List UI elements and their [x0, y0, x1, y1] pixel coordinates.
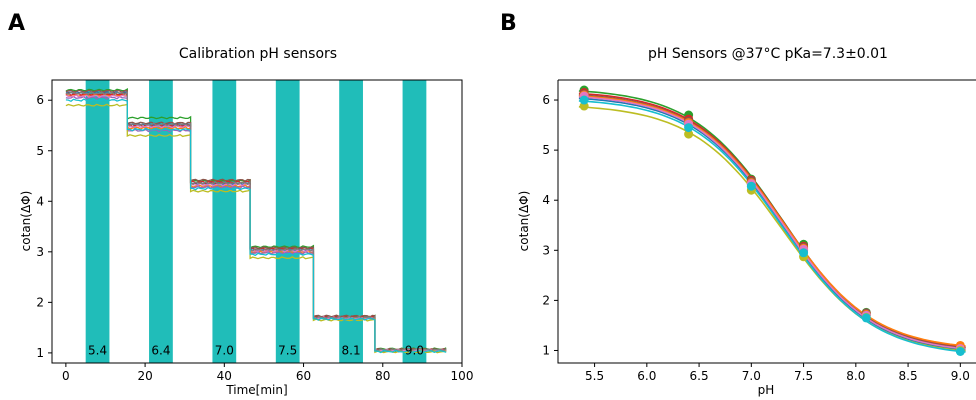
fit-curve-5 [578, 96, 966, 350]
sensor-trace-3 [65, 92, 447, 352]
ph-band-label-5: 9.0 [405, 343, 424, 357]
data-point [955, 346, 965, 356]
fit-curve-4 [578, 97, 966, 351]
y-tick-label: 5 [36, 144, 44, 158]
sensor-trace-2 [65, 87, 447, 351]
ph-band-label-1: 6.4 [151, 343, 170, 357]
sensor-trace-4 [65, 95, 447, 353]
panel-letter-b: B [500, 11, 517, 36]
chart-b-y-ticks: 1 2 3 4 5 6 [542, 93, 558, 357]
data-point [684, 129, 694, 139]
ph-band-label-0: 5.4 [88, 343, 107, 357]
x-tick-label: 6.0 [637, 369, 656, 383]
y-tick-label: 2 [542, 293, 550, 307]
y-tick-label: 3 [542, 243, 550, 257]
chart-b-x-ticks: 5.5 6.0 6.5 7.0 7.5 8.0 8.5 9.0 [585, 363, 970, 383]
sensor-trace-6 [65, 94, 447, 353]
y-tick-label: 4 [542, 193, 550, 207]
chart-a-bands [85, 80, 427, 363]
ph-band-0 [85, 80, 110, 363]
ph-band-1 [149, 80, 173, 363]
sensor-trace-1 [65, 93, 447, 353]
x-tick-label: 7.0 [742, 369, 761, 383]
y-tick-label: 3 [36, 245, 44, 259]
x-tick-label: 60 [296, 369, 311, 383]
y-tick-label: 2 [36, 295, 44, 309]
chart-b-points [579, 85, 965, 356]
ph-band-label-2: 7.0 [215, 343, 234, 357]
x-tick-label: 8.5 [899, 369, 918, 383]
data-point [799, 248, 809, 258]
x-tick-label: 6.5 [690, 369, 709, 383]
y-tick-label: 6 [36, 93, 44, 107]
data-point [579, 95, 589, 105]
panel-letter-a: A [8, 11, 25, 36]
chart-b-frame [557, 80, 976, 364]
ph-band-4 [339, 80, 363, 363]
data-point [684, 123, 694, 133]
sensor-trace-5 [65, 89, 447, 352]
x-tick-label: 7.5 [794, 369, 813, 383]
sensor-trace-8 [65, 103, 447, 354]
x-tick-label: 8.0 [846, 369, 865, 383]
chart-b-y-label: cotan(ΔΦ) [517, 191, 531, 252]
y-tick-label: 1 [542, 343, 550, 357]
chart-a-x-label: Time[min] [225, 383, 287, 397]
sensor-trace-9 [65, 98, 447, 354]
ph-band-label-3: 7.5 [278, 343, 297, 357]
chart-b-fit-curves [578, 90, 966, 353]
chart-a-y-label: cotan(ΔΦ) [19, 191, 33, 252]
sensor-trace-0 [65, 90, 447, 353]
y-tick-label: 6 [542, 93, 550, 107]
fit-curve-2 [578, 94, 966, 349]
chart-a-frame [51, 79, 463, 364]
chart-a-y-ticks: 1 2 3 4 5 6 [36, 93, 52, 360]
x-tick-label: 40 [217, 369, 232, 383]
chart-b: 5.5 6.0 6.5 7.0 7.5 8.0 8.5 9.0 1 2 3 4 5 6 pH cotan… [517, 79, 976, 397]
chart-a: 5.4 6.4 7.0 7.5 8.1 9.0 0 20 40 60 80 100 1 2 3 4 5 6 T… [19, 79, 473, 397]
data-point [861, 313, 871, 323]
ph-band-2 [212, 80, 237, 363]
x-tick-label: 20 [137, 369, 152, 383]
chart-b-x-label: pH [758, 383, 775, 397]
chart-a-band-labels: 5.4 6.4 7.0 7.5 8.1 9.0 [88, 343, 424, 357]
chart-b-title: pH Sensors @37°C pKa=7.3±0.01 [648, 46, 888, 62]
chart-a-series [65, 87, 447, 354]
fit-curve-7 [578, 100, 966, 353]
chart-a-title: Calibration pH sensors [179, 46, 337, 62]
x-tick-label: 80 [375, 369, 390, 383]
y-tick-label: 1 [36, 346, 44, 360]
chart-a-x-ticks: 0 20 40 60 80 100 [62, 363, 473, 383]
ph-band-5 [402, 80, 427, 363]
y-tick-label: 4 [36, 194, 44, 208]
y-tick-label: 5 [542, 143, 550, 157]
fit-curve-0 [578, 90, 966, 350]
fit-curve-6 [578, 106, 966, 352]
ph-band-label-4: 8.1 [342, 343, 361, 357]
x-tick-label: 5.5 [585, 369, 604, 383]
x-tick-label: 9.0 [951, 369, 970, 383]
fit-curve-1 [578, 92, 966, 348]
ph-band-3 [275, 80, 300, 363]
x-tick-label: 100 [451, 369, 474, 383]
data-point [746, 181, 756, 191]
x-tick-label: 0 [62, 369, 70, 383]
sensor-trace-7 [65, 91, 447, 352]
fit-curve-3 [578, 95, 966, 347]
